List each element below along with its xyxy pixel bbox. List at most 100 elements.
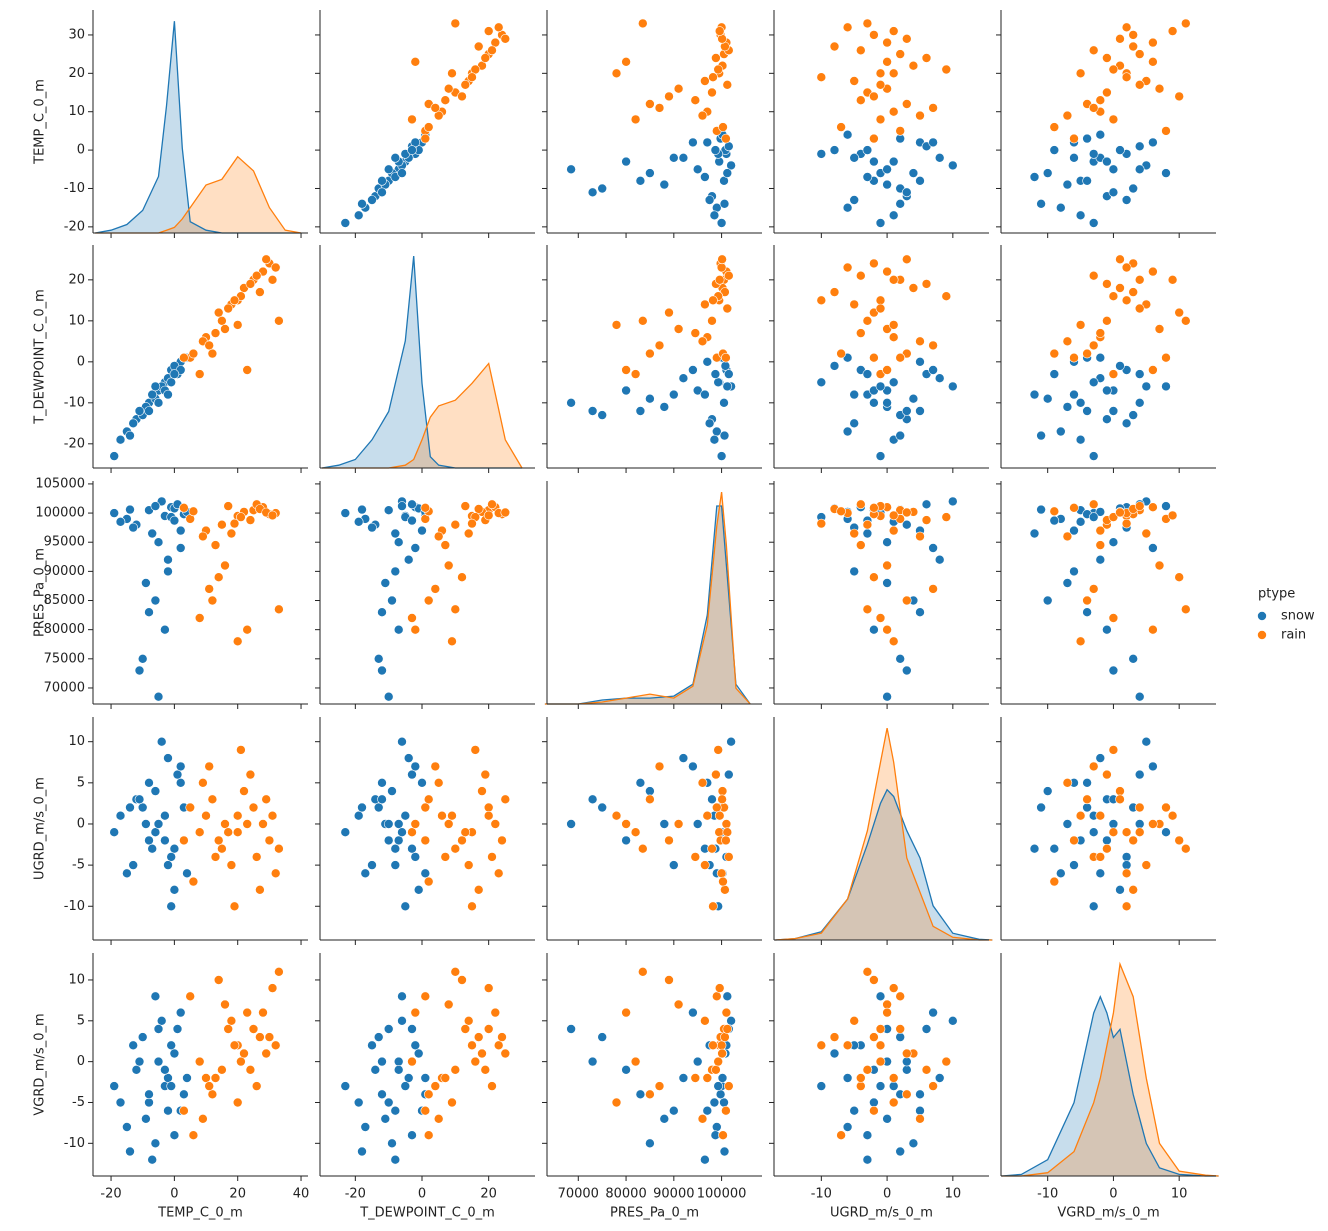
scatter-point	[400, 901, 411, 912]
scatter-point	[895, 1146, 906, 1157]
scatter-point	[232, 827, 243, 838]
scatter-point	[692, 1056, 703, 1067]
scatter-point	[115, 1097, 126, 1108]
scatter-point	[353, 516, 364, 527]
scatter-point	[220, 819, 230, 829]
scatter-point	[201, 1073, 211, 1083]
scatter-point	[274, 966, 284, 977]
scatter-point	[353, 1097, 364, 1108]
scatter-point	[908, 1138, 919, 1149]
scatter-point	[597, 410, 608, 420]
scatter-point	[141, 1114, 151, 1124]
scatter-point	[258, 819, 268, 829]
scatter-point	[407, 843, 417, 854]
scatter-point	[423, 1130, 434, 1140]
scatter-point	[1108, 613, 1119, 623]
scatter-point	[1108, 64, 1119, 75]
scatter-point	[1082, 133, 1092, 144]
scatter-point	[875, 1040, 886, 1051]
scatter-point	[1134, 819, 1145, 829]
scatter-point	[714, 983, 725, 993]
scatter-point	[888, 106, 899, 117]
scatter-point	[160, 810, 170, 821]
scatter-point	[175, 543, 186, 553]
scatter-point	[915, 1105, 925, 1116]
x-tick-label: 0	[1109, 1187, 1117, 1202]
scatter-point	[393, 1065, 404, 1075]
scatter-point	[150, 991, 161, 1002]
y-tick-label: 5	[77, 1013, 85, 1028]
scatter-point	[447, 1097, 457, 1108]
scatter-point	[1088, 761, 1099, 772]
scatter-point	[1049, 369, 1060, 379]
scatter-point	[367, 522, 377, 533]
scatter-point	[726, 736, 736, 747]
scatter-point	[163, 1073, 173, 1083]
scatter-point	[147, 843, 157, 854]
scatter-point	[1049, 506, 1060, 517]
scatter-point	[417, 777, 427, 788]
scatter-point	[673, 819, 684, 829]
scatter-point	[928, 584, 938, 594]
scatter-point	[264, 1032, 275, 1042]
y-tick-label: 85000	[44, 593, 85, 608]
scatter-point	[901, 1048, 912, 1059]
y-tick-label: 10	[68, 104, 85, 119]
scatter-point	[829, 145, 840, 155]
panel: -20 -10 0 10 20 30 TEMP_C_0_m	[33, 10, 308, 238]
scatter-point	[443, 560, 454, 571]
scatter-point	[1102, 843, 1112, 854]
scatter-point	[717, 1073, 728, 1083]
scatter-point	[483, 510, 494, 521]
legend-label: rain	[1281, 628, 1306, 643]
scatter-point	[1121, 418, 1132, 429]
scatter-point	[566, 164, 576, 175]
scatter-point	[1088, 149, 1099, 159]
scatter-point	[1115, 283, 1125, 293]
scatter-point	[659, 1114, 670, 1124]
scatter-point	[1134, 769, 1145, 780]
scatter-point	[882, 397, 892, 408]
scatter-point	[875, 1081, 886, 1091]
scatter-point	[849, 76, 860, 86]
scatter-point	[360, 1122, 371, 1132]
scatter-point	[1062, 336, 1073, 347]
scatter-point	[423, 122, 434, 132]
scatter-point	[420, 133, 431, 144]
x-tick-label: 80000	[605, 1187, 646, 1202]
scatter-point	[480, 769, 491, 780]
scatter-point	[895, 1032, 906, 1042]
scatter-point	[1095, 525, 1106, 536]
kde-area	[322, 256, 522, 468]
scatter-point	[849, 566, 860, 577]
scatter-point	[410, 624, 421, 635]
scatter-point	[383, 505, 394, 516]
scatter-point	[390, 843, 401, 854]
scatter-point	[1181, 315, 1191, 326]
scatter-point	[700, 1015, 710, 1026]
y-tick-label: 0	[77, 354, 85, 369]
scatter-point	[1069, 153, 1079, 163]
scatter-point	[862, 528, 873, 539]
scatter-point	[721, 1007, 732, 1018]
scatter-point	[407, 145, 417, 155]
scatter-point	[1134, 49, 1145, 59]
scatter-point	[882, 578, 892, 588]
scatter-point	[274, 843, 284, 854]
scatter-point	[407, 827, 417, 838]
scatter-point	[888, 274, 899, 285]
scatter-point	[267, 983, 278, 993]
scatter-point	[125, 430, 135, 441]
scatter-point	[1108, 164, 1119, 175]
scatter-point	[115, 516, 126, 527]
panel: 70000 75000 80000 85000 90000 95000 100000 1050…	[33, 476, 308, 709]
scatter-point	[690, 95, 701, 105]
scatter-point	[714, 810, 725, 821]
scatter-point	[473, 1032, 484, 1042]
panel	[542, 245, 762, 473]
scatter-point	[862, 1130, 873, 1140]
scatter-point	[678, 153, 689, 163]
scatter-point	[150, 786, 161, 796]
scatter-point	[377, 665, 387, 676]
